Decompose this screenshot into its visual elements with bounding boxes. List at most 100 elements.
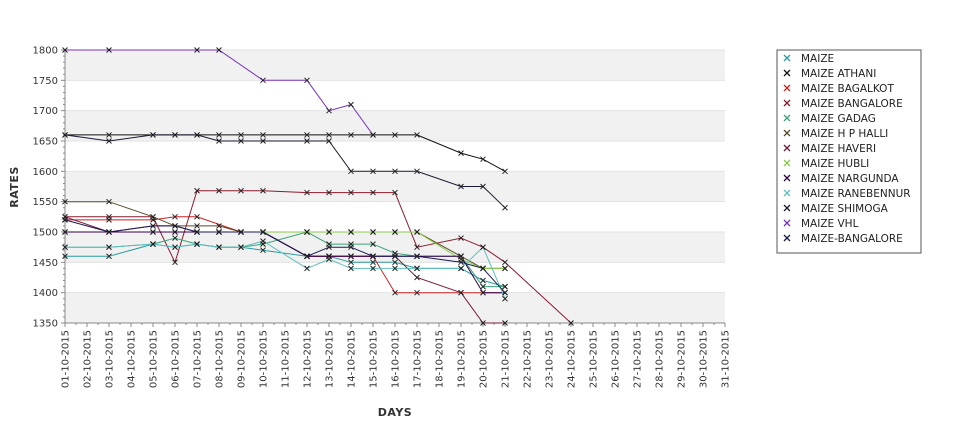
legend-entry: MAIZE BAGALKOT: [801, 83, 894, 95]
legend-entry: MAIZE BANGALORE: [801, 98, 903, 110]
legend-marker: [783, 99, 791, 107]
x-tick-label: 01-10-2015: [61, 330, 72, 388]
data-point-marker: [480, 244, 486, 251]
data-point-marker: [458, 289, 464, 296]
x-tick-label: 03-10-2015: [105, 330, 116, 388]
data-point-marker: [260, 77, 266, 84]
legend-marker: [783, 54, 791, 62]
y-tick-label: 1600: [33, 167, 58, 178]
legend-marker: [783, 129, 791, 137]
grid-band: [65, 292, 725, 323]
data-point-marker: [216, 47, 222, 53]
x-tick-label: 06-10-2015: [171, 330, 182, 388]
legend-marker: [783, 159, 791, 167]
legend: MAIZE MAIZE ATHANI MAIZE BAGALKOT MAIZE BAN…: [776, 49, 922, 254]
data-point-marker: [414, 289, 420, 296]
data-point-marker: [370, 265, 376, 272]
legend-entry: MAIZE RANEBENNUR: [801, 188, 911, 200]
y-tick-labels: 1350 1400 1450 1500 1550 1600 1650 1700 1750 1800: [33, 46, 58, 330]
legend-marker: [783, 69, 791, 77]
legend-marker: [783, 84, 791, 92]
data-point-marker: [106, 198, 112, 205]
y-tick-label: 1750: [33, 76, 58, 87]
data-point-marker: [414, 244, 420, 251]
data-point-marker: [260, 138, 266, 144]
data-point-marker: [502, 320, 508, 326]
y-tick-label: 1700: [33, 106, 58, 117]
data-point-marker: [458, 235, 464, 241]
data-point-marker: [348, 189, 354, 196]
data-point-marker: [194, 229, 200, 235]
data-point-marker: [480, 156, 486, 163]
data-point-marker: [348, 244, 354, 251]
data-point-marker: [392, 132, 398, 138]
data-point-marker: [480, 320, 486, 326]
x-tick-labels: 01-10-2015 02-10-2015 03-10-2015 04-10-2015…: [61, 330, 732, 388]
x-tick-label: 24-10-2015: [567, 330, 578, 388]
data-point-marker: [348, 168, 354, 175]
legend-box: [776, 49, 922, 254]
legend-entry: MAIZE HAVERI: [801, 143, 876, 155]
data-point-marker: [480, 283, 486, 290]
data-point-marker: [62, 198, 68, 205]
data-point-marker: [502, 204, 508, 211]
x-tick-label: 12-10-2015: [303, 330, 314, 388]
x-tick-label: 17-10-2015: [413, 330, 424, 388]
data-point-marker: [150, 213, 156, 220]
grid-band: [65, 232, 725, 263]
x-tick-label: 05-10-2015: [149, 330, 160, 388]
data-point-marker: [348, 101, 354, 108]
data-point-marker: [216, 223, 222, 229]
data-point-marker: [348, 259, 354, 266]
legend-entry: MAIZE ATHANI: [801, 68, 876, 80]
data-point-marker: [194, 132, 200, 138]
data-point-marker: [414, 132, 420, 138]
data-point-marker: [216, 187, 222, 194]
grid-band: [65, 110, 725, 141]
y-tick-label: 1500: [33, 228, 58, 239]
data-point-marker: [458, 253, 464, 260]
data-point-marker: [62, 47, 68, 53]
x-tick-label: 14-10-2015: [347, 330, 358, 388]
grid-bands: [65, 49, 725, 324]
data-point-marker: [106, 229, 112, 235]
data-point-marker: [480, 265, 486, 272]
legend-entry: MAIZE H P HALLI: [801, 128, 888, 140]
data-point-marker: [326, 189, 332, 196]
data-point-marker: [172, 213, 178, 220]
grid-band: [65, 50, 725, 81]
x-tick-label: 30-10-2015: [699, 330, 710, 388]
data-point-marker: [414, 253, 420, 260]
x-tick-label: 26-10-2015: [611, 330, 622, 388]
data-point-marker: [172, 132, 178, 138]
data-point-marker: [480, 183, 486, 190]
data-point-marker: [150, 229, 156, 235]
data-point-marker: [150, 241, 156, 247]
data-point-marker: [326, 244, 332, 251]
legend-marker: [783, 189, 791, 197]
data-point-marker: [370, 253, 376, 260]
data-point-marker: [458, 265, 464, 272]
x-tick-label: 23-10-2015: [545, 330, 556, 388]
x-tick-label: 15-10-2015: [369, 330, 380, 388]
data-point-marker: [458, 150, 464, 156]
grid-band: [65, 171, 725, 202]
data-point-marker: [502, 168, 508, 175]
data-point-marker: [260, 238, 266, 244]
data-point-marker: [502, 265, 508, 272]
data-point-marker: [304, 229, 310, 235]
x-tick-label: 16-10-2015: [391, 330, 402, 388]
data-point-marker: [414, 274, 420, 281]
data-point-marker: [194, 187, 200, 194]
data-point-marker: [304, 132, 310, 138]
data-point-marker: [480, 277, 486, 284]
data-point-marker: [106, 253, 112, 260]
data-point-marker: [238, 132, 244, 138]
data-point-marker: [348, 132, 354, 138]
legend-entry: MAIZE GADAG: [801, 113, 876, 125]
data-point-marker: [370, 229, 376, 235]
data-point-marker: [304, 265, 310, 272]
data-point-marker: [150, 223, 156, 229]
data-point-marker: [172, 223, 178, 229]
